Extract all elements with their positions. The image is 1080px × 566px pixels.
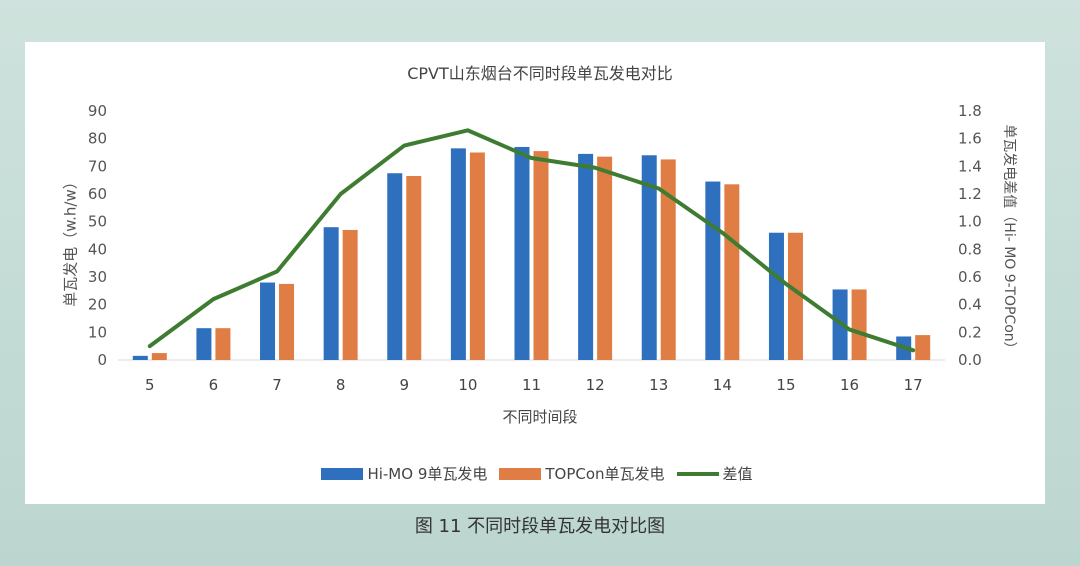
x-tick-label: 15	[776, 376, 795, 394]
legend-swatch	[499, 467, 542, 480]
x-tick-label: 6	[209, 376, 219, 394]
y-tick-label: 0	[97, 351, 107, 369]
y2-tick-label: 1.4	[958, 157, 982, 175]
bar-topcon	[660, 159, 676, 360]
x-tick-label: 10	[458, 376, 477, 394]
legend-swatch	[676, 471, 719, 476]
bar-himo	[132, 355, 148, 360]
x-tick-label: 8	[336, 376, 346, 394]
y-tick-label: 70	[88, 157, 107, 175]
y-axis-label: 单瓦发电（w.h/w）	[61, 174, 80, 307]
y-tick-label: 10	[88, 323, 107, 341]
x-tick-label: 7	[272, 376, 282, 394]
x-tick-label: 13	[649, 376, 668, 394]
bar-topcon	[724, 184, 740, 360]
bar-topcon	[469, 152, 485, 360]
legend-label: Hi-MO 9单瓦发电	[367, 465, 488, 483]
y-tick-label: 90	[88, 102, 107, 120]
chart-title: CPVT山东烟台不同时段单瓦发电对比	[407, 64, 673, 83]
bar-topcon	[597, 156, 613, 360]
x-tick-label: 9	[399, 376, 409, 394]
bar-topcon	[533, 151, 549, 360]
bar-topcon	[342, 229, 358, 360]
y2-tick-label: 1.2	[958, 185, 982, 203]
y-tick-label: 30	[88, 268, 107, 286]
bar-himo	[578, 153, 594, 360]
figure-caption: 图 11 不同时段单瓦发电对比图	[414, 516, 666, 537]
legend-item-diff: 差值	[676, 463, 753, 484]
x-tick-label: 5	[145, 376, 155, 394]
bar-himo	[705, 181, 721, 360]
y2-tick-label: 1.6	[958, 130, 982, 148]
legend: Hi-MO 9单瓦发电 TOPCon单瓦发电 差值	[0, 463, 1080, 484]
y2-tick-label: 1.8	[958, 102, 982, 120]
bar-topcon	[851, 289, 867, 360]
bar-topcon	[151, 353, 167, 360]
legend-swatch	[321, 467, 364, 480]
bar-himo	[768, 232, 784, 360]
x-axis-label: 不同时间段	[502, 408, 578, 426]
bar-himo	[641, 155, 657, 360]
y-tick-label: 50	[88, 213, 107, 231]
y2-tick-label: 1.0	[958, 213, 982, 231]
y-tick-label: 60	[88, 185, 107, 203]
x-tick-label: 16	[840, 376, 859, 394]
bar-himo	[196, 328, 212, 360]
y2-tick-label: 0.8	[958, 240, 982, 258]
bar-topcon	[915, 335, 931, 360]
bar-topcon	[279, 283, 295, 360]
legend-label: 差值	[722, 465, 753, 483]
y-tick-label: 80	[88, 130, 107, 148]
legend-item-topcon: TOPCon单瓦发电	[499, 463, 665, 484]
bar-topcon	[406, 176, 422, 360]
y2-tick-label: 0.6	[958, 268, 982, 286]
x-tick-label: 11	[522, 376, 541, 394]
y2-tick-label: 0.0	[958, 351, 982, 369]
x-tick-label: 14	[713, 376, 732, 394]
bar-himo	[450, 148, 466, 360]
y-tick-label: 40	[88, 240, 107, 258]
bar-topcon	[215, 328, 231, 360]
legend-item-himo: Hi-MO 9单瓦发电	[321, 463, 487, 484]
bar-himo	[514, 146, 530, 360]
bar-himo	[323, 227, 339, 360]
y2-tick-label: 0.4	[958, 296, 982, 314]
y-tick-label: 20	[88, 296, 107, 314]
legend-label: TOPCon单瓦发电	[545, 465, 665, 483]
x-tick-label: 17	[904, 376, 923, 394]
bar-himo	[260, 282, 276, 360]
bar-topcon	[787, 232, 803, 360]
y2-tick-label: 0.2	[958, 323, 982, 341]
x-tick-label: 12	[586, 376, 605, 394]
y2-axis-label: 单瓦发电差值（Hi- MO 9-TOPCon）	[1001, 124, 1017, 356]
bar-himo	[387, 173, 403, 360]
